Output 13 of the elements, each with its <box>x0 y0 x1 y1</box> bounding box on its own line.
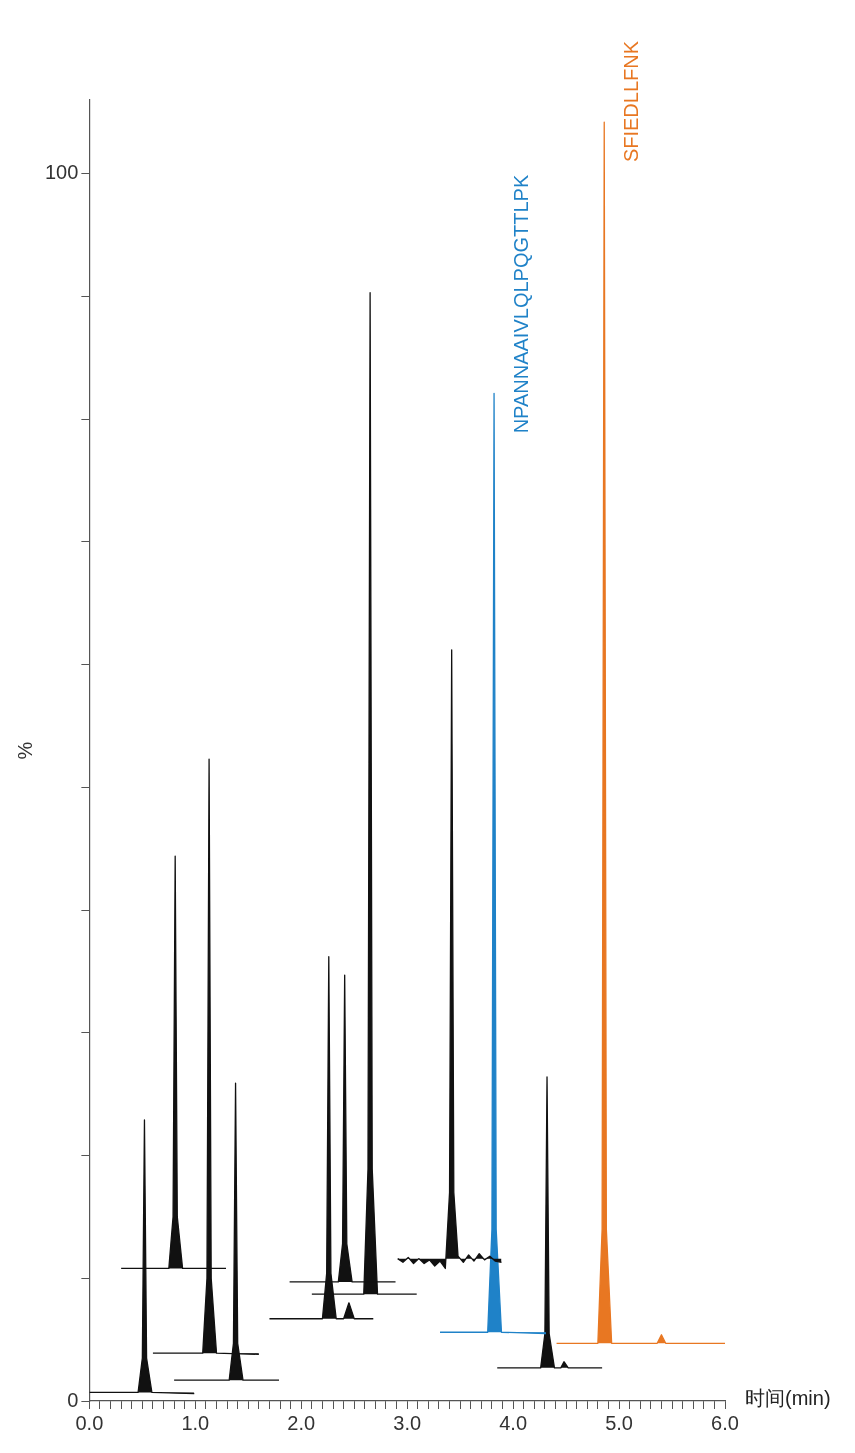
x-tick-label: 1.0 <box>181 1411 210 1434</box>
text: NPANNAAIVLQLPQGTTLPK <box>509 174 532 434</box>
x-tick-label: 0.0 <box>75 1411 104 1434</box>
x-axis-title: 时间(min) <box>745 1386 831 1409</box>
y-tick-label: 100 <box>44 161 79 184</box>
x-tick-label: 5.0 <box>605 1411 633 1434</box>
x-tick-label: 3.0 <box>393 1411 422 1434</box>
text: SFIEDLLFNK <box>619 40 642 163</box>
x-tick-label: 6.0 <box>711 1411 739 1434</box>
y-axis-title: % <box>13 741 36 760</box>
y-tick-label: 0 <box>67 1388 79 1411</box>
x-tick-label: 2.0 <box>287 1411 316 1434</box>
x-tick-label: 4.0 <box>499 1411 528 1434</box>
